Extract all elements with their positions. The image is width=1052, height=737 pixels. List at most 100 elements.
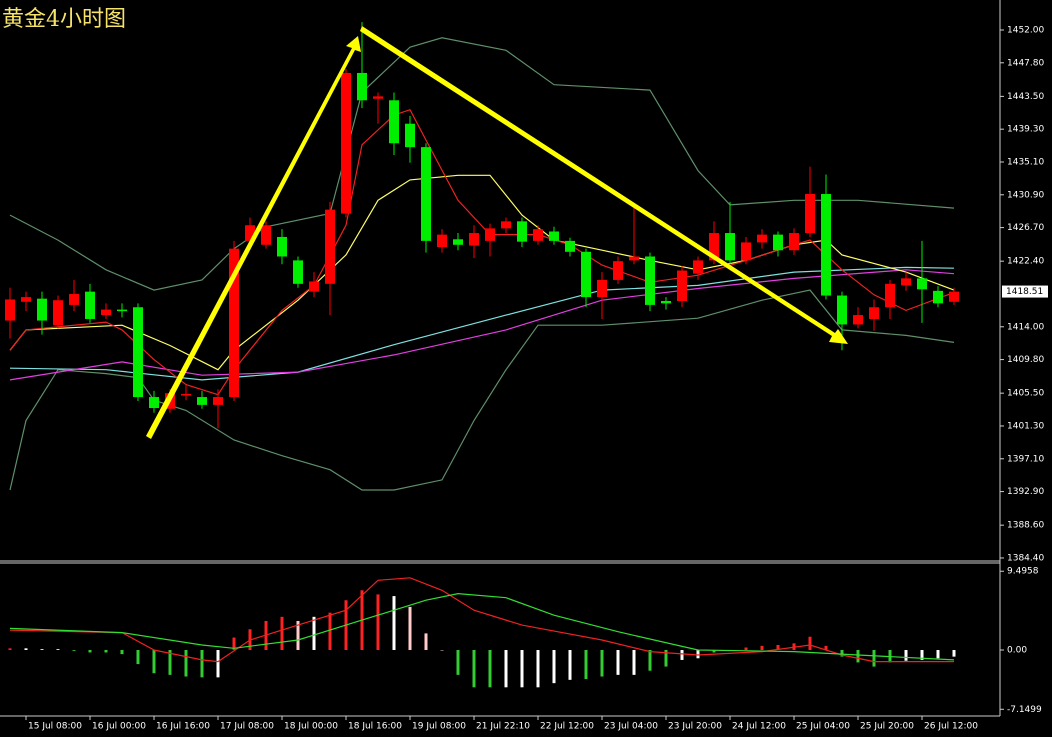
candle-body xyxy=(613,261,623,280)
candle-body xyxy=(53,300,63,326)
candle-body xyxy=(501,221,511,229)
x-tick-label: 18 Jul 00:00 xyxy=(284,722,338,732)
histogram-bar xyxy=(376,594,380,650)
candle-body xyxy=(709,233,719,261)
histogram-bar xyxy=(8,648,12,650)
indicator-line xyxy=(9,577,954,663)
x-tick-label: 25 Jul 04:00 xyxy=(796,722,850,732)
candle-body xyxy=(21,297,31,302)
histogram-bar xyxy=(936,649,940,659)
candle-body xyxy=(469,233,479,246)
last-price-box xyxy=(1002,285,1048,298)
histogram-bar xyxy=(296,620,300,650)
candle-body xyxy=(661,301,671,304)
histogram-bar xyxy=(952,649,956,657)
y-tick-label: 1447.80 xyxy=(1007,58,1044,68)
candle-body xyxy=(389,100,399,144)
x-tick-label: 23 Jul 20:00 xyxy=(668,722,722,732)
candle-body xyxy=(325,209,335,284)
y-tick-label: -7.1499 xyxy=(1007,705,1042,715)
histogram-bar xyxy=(712,649,716,653)
histogram-bar xyxy=(520,649,524,688)
indicator-line xyxy=(9,108,955,396)
y-tick-label: 1430.90 xyxy=(1007,190,1044,200)
y-tick-label: 1409.80 xyxy=(1007,355,1044,365)
y-tick-label: 0.00 xyxy=(1007,645,1027,655)
candle-body xyxy=(693,260,703,274)
histogram-bar xyxy=(120,649,124,655)
candle-body xyxy=(949,291,959,302)
candle-body xyxy=(853,315,863,325)
histogram-bar xyxy=(408,606,412,650)
histogram-bar xyxy=(696,649,700,659)
candle-body xyxy=(549,231,559,241)
indicator-line xyxy=(9,266,955,381)
y-tick-label: 1452.00 xyxy=(1007,25,1044,35)
candle-body xyxy=(37,298,47,321)
histogram-bar xyxy=(744,647,748,650)
candle-body xyxy=(245,225,255,241)
histogram-bar xyxy=(424,633,428,650)
histogram-bar xyxy=(312,616,316,650)
x-tick-label: 21 Jul 22:10 xyxy=(476,722,530,732)
candle-body xyxy=(757,234,767,243)
candle-body xyxy=(485,228,495,241)
x-tick-label: 24 Jul 12:00 xyxy=(732,722,786,732)
x-tick-label: 19 Jul 08:00 xyxy=(412,722,466,732)
indicator-line xyxy=(9,174,955,371)
histogram-bar xyxy=(920,649,924,660)
candle-body xyxy=(405,123,415,148)
y-tick-label: 9.4958 xyxy=(1007,567,1039,577)
candle-body xyxy=(885,283,895,308)
histogram-bar xyxy=(328,612,332,650)
candle-body xyxy=(773,234,783,251)
histogram-bar xyxy=(216,649,220,678)
histogram-bar xyxy=(616,649,620,675)
y-tick-label: 1443.50 xyxy=(1007,92,1044,102)
candle-body xyxy=(437,234,447,248)
candle-body xyxy=(917,278,927,290)
arrow xyxy=(146,36,361,439)
candle-body xyxy=(869,307,879,319)
y-tick-label: 1405.50 xyxy=(1007,389,1044,399)
x-tick-label: 16 Jul 16:00 xyxy=(156,722,210,732)
y-tick-label: 1414.00 xyxy=(1007,322,1044,332)
candle-body xyxy=(565,240,575,252)
candle-body xyxy=(821,194,831,296)
indicator-line xyxy=(9,269,955,381)
candle-body xyxy=(373,96,383,99)
candle-body xyxy=(149,397,159,409)
candle-body xyxy=(933,290,943,304)
candle-body xyxy=(581,251,591,298)
histogram-bar xyxy=(760,645,764,650)
arrow xyxy=(360,26,848,344)
x-tick-label: 22 Jul 12:00 xyxy=(540,722,594,732)
x-tick-label: 16 Jul 00:00 xyxy=(92,722,146,732)
candle-body xyxy=(309,281,319,292)
candle-body xyxy=(725,233,735,261)
candle-body xyxy=(341,72,351,214)
histogram-bar xyxy=(152,649,156,674)
histogram-bar xyxy=(808,636,812,650)
x-tick-label: 15 Jul 08:00 xyxy=(28,722,82,732)
x-tick-label: 25 Jul 20:00 xyxy=(860,722,914,732)
histogram-bar xyxy=(504,649,508,688)
x-tick-label: 23 Jul 04:00 xyxy=(604,722,658,732)
histogram-bar xyxy=(232,637,236,650)
candle-body xyxy=(629,256,639,261)
candle-body xyxy=(101,309,111,316)
candle-body xyxy=(901,278,911,286)
y-tick-label: 1392.90 xyxy=(1007,487,1044,497)
candle-body xyxy=(421,147,431,241)
histogram-bar xyxy=(584,649,588,680)
candle-body xyxy=(85,291,95,319)
x-tick-label: 18 Jul 16:00 xyxy=(348,722,402,732)
histogram-bar xyxy=(24,648,28,650)
histogram-bar xyxy=(648,649,652,671)
histogram-bar xyxy=(776,645,780,650)
y-tick-label: 1435.10 xyxy=(1007,157,1044,167)
candle-body xyxy=(357,72,367,101)
histogram-bar xyxy=(680,649,684,660)
